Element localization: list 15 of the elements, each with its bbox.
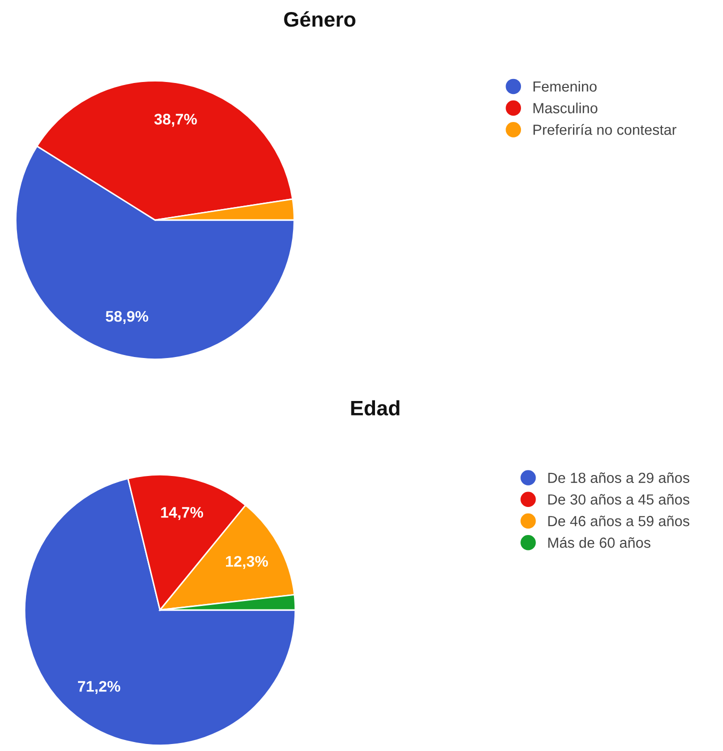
legend-label: De 30 años a 45 años: [548, 494, 690, 505]
data-label: 58,9%: [106, 310, 148, 324]
pie-slice: [24, 478, 296, 746]
data-label: 12,3%: [226, 556, 268, 570]
legend-label: Preferiría no contestar: [534, 124, 676, 135]
chart-title: Género: [284, 11, 356, 27]
legend-label: De 18 años a 29 años: [548, 472, 690, 484]
legend-label: Femenino: [534, 80, 597, 92]
legend-label: Más de 60 años: [548, 536, 650, 548]
data-label: 38,7%: [154, 114, 197, 127]
data-label: 14,7%: [161, 507, 204, 520]
data-label: 71,2%: [78, 680, 120, 694]
legend-label: De 46 años a 59 años: [548, 516, 690, 526]
legend-label: Masculino: [534, 102, 598, 114]
chart-title: Edad: [351, 400, 400, 416]
